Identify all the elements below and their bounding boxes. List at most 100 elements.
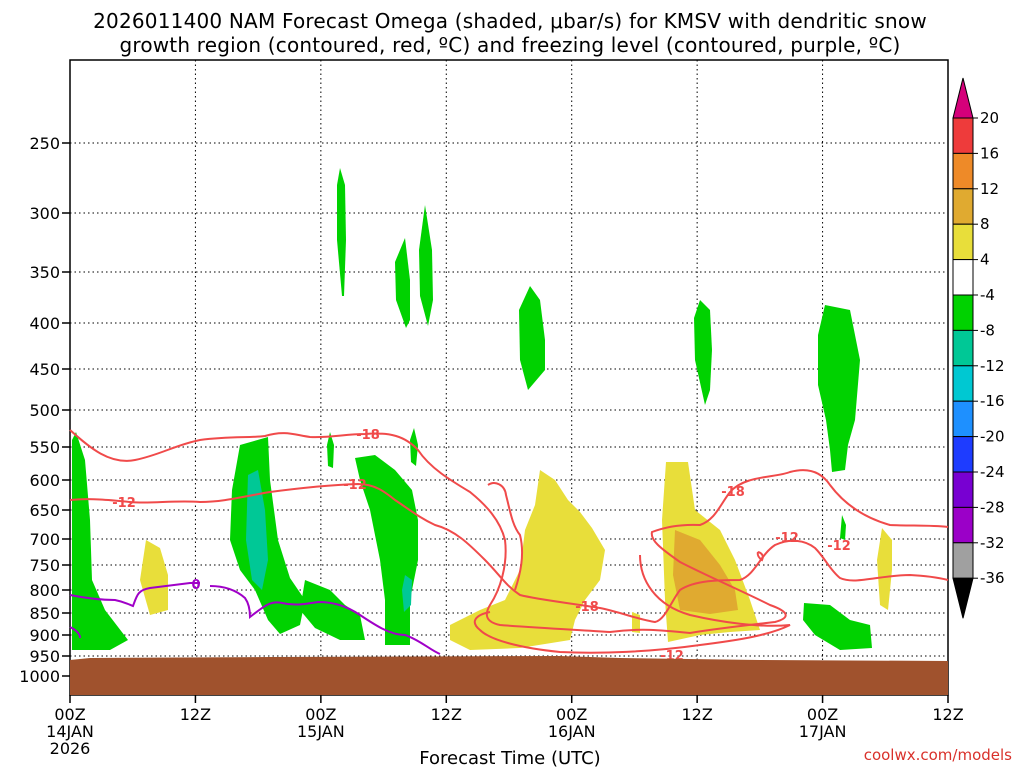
x-date-label: 15JAN <box>297 722 345 741</box>
omega-green-region <box>72 432 128 650</box>
x-tick-label: 12Z <box>932 705 963 724</box>
colorbar-segment <box>952 329 974 367</box>
colorbar-label: -16 <box>980 392 1005 410</box>
dgz-contour-line <box>473 554 791 654</box>
y-tick-label: 600 <box>29 471 60 490</box>
colorbar-segment <box>952 542 974 579</box>
x-tick-label: 00Z <box>807 705 838 724</box>
y-tick-label: 850 <box>29 604 60 623</box>
colorbar-segment <box>952 294 974 331</box>
colorbar-label: -20 <box>980 428 1005 446</box>
colorbar: 20 16 12 8 4 -4 -8 -12 -16 -20 -24 -28 -32 -36 <box>952 77 1005 619</box>
colorbar-segment <box>952 188 974 225</box>
omega-green-region <box>803 603 872 650</box>
dgz-label: -18 <box>575 600 599 615</box>
omega-green-region <box>694 300 712 405</box>
chart-title-line1: 2026011400 NAM Forecast Omega (shaded, μ… <box>93 9 927 33</box>
omega-green-region <box>395 238 410 328</box>
colorbar-label: -24 <box>980 463 1005 481</box>
colorbar-label: 4 <box>980 251 990 269</box>
dgz-label: -12 <box>343 478 367 493</box>
y-tick-label: 300 <box>29 204 60 223</box>
x-tick-label: 12Z <box>431 705 462 724</box>
colorbar-label: -12 <box>980 357 1005 375</box>
colorbar-label: 16 <box>980 144 999 162</box>
dgz-contour-line <box>69 429 949 635</box>
omega-orange-region <box>673 530 738 614</box>
colorbar-segment <box>952 506 974 544</box>
omega-green-region <box>355 455 418 645</box>
colorbar-segment <box>952 152 974 190</box>
omega-shading <box>72 168 892 650</box>
y-tick-label: 800 <box>29 581 60 600</box>
x-year-label: 2026 <box>50 739 91 758</box>
y-tick-label: 700 <box>29 530 60 549</box>
omega-green-region <box>840 515 846 540</box>
y-tick-label: 400 <box>29 314 60 333</box>
colorbar-label: 20 <box>980 109 999 127</box>
colorbar-segment <box>952 365 974 402</box>
x-date-label: 16JAN <box>548 722 596 741</box>
dgz-label: -18 <box>356 428 380 443</box>
omega-yellow-region <box>877 528 892 610</box>
y-tick-label: 450 <box>29 360 60 379</box>
chart-title-line2: growth region (contoured, red, ºC) and f… <box>119 33 900 57</box>
omega-teal-region <box>402 575 412 612</box>
y-tick-label: 1000 <box>19 667 60 686</box>
colorbar-segment <box>952 436 974 473</box>
x-tick-label: 12Z <box>180 705 211 724</box>
omega-green-region <box>818 305 860 472</box>
dgz-contour-line <box>69 482 949 624</box>
colorbar-top-arrow <box>952 77 974 119</box>
freezing-level-contour <box>69 582 441 655</box>
colorbar-bottom-arrow <box>952 577 974 619</box>
colorbar-segment <box>952 400 974 438</box>
x-axis-title: Forecast Time (UTC) <box>419 748 600 768</box>
y-tick-label: 250 <box>29 134 60 153</box>
ground-terrain <box>70 656 948 695</box>
colorbar-segment <box>952 471 974 508</box>
colorbar-segment <box>952 223 974 261</box>
omega-teal-region <box>246 470 268 590</box>
colorbar-label: -28 <box>980 498 1005 516</box>
colorbar-label: 8 <box>980 215 990 233</box>
colorbar-label: -4 <box>980 286 995 304</box>
omega-green-region <box>327 432 334 468</box>
dgz-label: -12 <box>827 539 851 554</box>
y-tick-label: 500 <box>29 401 60 420</box>
plot-area <box>69 59 949 696</box>
omega-yellow-region <box>450 470 605 650</box>
omega-green-region <box>337 168 346 296</box>
dgz-label: -18 <box>721 485 745 500</box>
omega-yellow-region <box>140 540 168 615</box>
x-date-label: 14JAN <box>46 722 94 741</box>
colorbar-segment <box>952 117 974 154</box>
colorbar-label: 12 <box>980 180 999 198</box>
y-axis: 250 300 350 400 450 500 550 600 650 700 750 800 850 9… <box>19 134 70 686</box>
x-tick-label: 00Z <box>556 705 587 724</box>
y-tick-label: 350 <box>29 263 60 282</box>
omega-green-region <box>519 286 545 390</box>
colorbar-label: -36 <box>980 569 1005 587</box>
y-tick-label: 750 <box>29 556 60 575</box>
credit-text: coolwx.com/models <box>864 746 1012 764</box>
dgz-label: -12 <box>775 531 799 546</box>
x-tick-label: 00Z <box>54 705 85 724</box>
dgz-contours <box>69 429 949 654</box>
omega-green-region <box>300 580 365 640</box>
y-tick-label: 550 <box>29 438 60 457</box>
freezing-label: 0 <box>191 578 200 593</box>
omega-green-region <box>419 205 433 326</box>
dgz-label: -12 <box>112 496 136 511</box>
y-tick-label: 950 <box>29 647 60 666</box>
x-date-label: 17JAN <box>799 722 847 741</box>
dgz-contour-line <box>487 482 524 591</box>
dgz-contour-line <box>756 551 764 562</box>
colorbar-label: -8 <box>980 321 995 339</box>
y-tick-label: 650 <box>29 501 60 520</box>
x-tick-label: 12Z <box>681 705 712 724</box>
y-tick-label: 900 <box>29 626 60 645</box>
x-tick-label: 00Z <box>305 705 336 724</box>
